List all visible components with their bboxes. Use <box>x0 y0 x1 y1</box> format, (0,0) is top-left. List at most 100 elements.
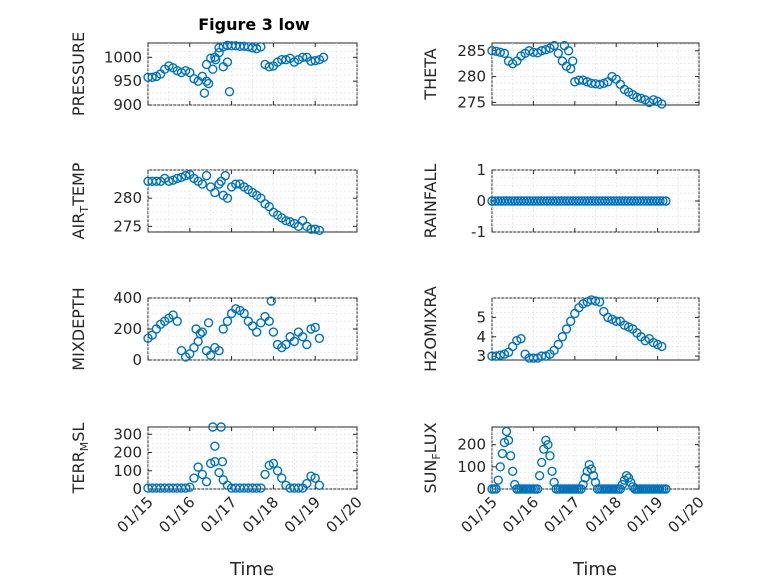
subplot-mixdepth-point <box>176 346 187 356</box>
subplot-terr-sl-ytick-label: 0 <box>132 480 142 498</box>
subplot-mixdepth-point <box>203 318 214 328</box>
subplot-mixdepth-point <box>314 333 325 343</box>
subplot-pressure-point <box>214 43 224 53</box>
subplot-terr-sl-point <box>216 422 226 432</box>
subplot-pressure-ylabel: PRESSURE <box>69 32 88 116</box>
subplot-sun-lux-point <box>617 479 628 490</box>
subplot-mixdepth-point <box>266 296 277 306</box>
subplot-sun-lux-point <box>576 484 586 494</box>
subplot-pressure-point <box>310 55 320 66</box>
figure-title: Figure 3 low <box>198 15 310 34</box>
subplot-terr-sl-point <box>210 441 220 451</box>
subplot-theta-point <box>594 79 605 90</box>
subplot-terr-sl-point <box>277 473 287 483</box>
subplot-theta-point <box>636 93 646 103</box>
subplot-sun-lux-point <box>532 484 543 494</box>
subplot-terr-sl-point <box>185 482 195 492</box>
subplot-sun-lux-point <box>503 435 514 445</box>
subplot-pressure-point <box>199 88 210 98</box>
subplot-air-temp-point <box>222 193 233 203</box>
subplot-air-temp-markers <box>143 169 325 236</box>
subplot-h2omixra-grid <box>491 297 700 360</box>
subplot-terr-sl-point <box>314 480 325 491</box>
subplot-h2omixra-point <box>590 296 601 306</box>
subplot-pressure-point <box>243 42 254 52</box>
subplot-sun-lux-point <box>623 473 634 483</box>
subplot-mixdepth-point <box>147 330 157 340</box>
subplot-sun-lux-xtick-label: 01/19 <box>623 493 666 536</box>
subplot-air-temp-ytick-label: 280 <box>113 189 142 207</box>
subplot-mixdepth-point <box>172 316 182 326</box>
subplot-sun-lux-point <box>534 471 545 481</box>
subplot-pressure-point <box>201 59 212 70</box>
subplot-mixdepth-point <box>268 327 279 337</box>
subplot-air-temp-ylabel: AIRTTEMP <box>69 162 91 239</box>
subplot-mixdepth-point <box>218 324 228 334</box>
subplot-terr-sl-ylabel: TERRMSL <box>69 423 91 495</box>
subplot-sun-lux-markers <box>487 426 671 494</box>
subplot-theta-point <box>563 46 574 56</box>
subplot-h2omixra-markers <box>487 295 667 363</box>
subplot-theta-point <box>499 48 510 59</box>
subplot-rainfall-ylabel: RAINFALL <box>421 164 440 239</box>
subplot-terr-sl-point <box>306 471 316 481</box>
subplot-sun-lux-point <box>491 484 501 494</box>
subplot-mixdepth-point <box>289 336 299 347</box>
subplot-air-temp-point <box>231 179 241 189</box>
subplot-rainfall-point <box>655 196 665 206</box>
subplot-terr-sl-point <box>264 460 274 470</box>
subplot-theta-point <box>582 77 592 87</box>
subplot-air-temp-point <box>214 179 224 189</box>
subplot-air-temp-point <box>310 224 320 234</box>
subplot-sun-lux-point <box>543 440 553 450</box>
subplot-pressure-point <box>205 53 216 63</box>
subplot-terr-sl: 0100200300TERRMSL01/1501/1601/1701/1801/… <box>69 422 366 536</box>
subplot-sun-lux-point <box>625 477 636 488</box>
subplot-h2omixra-ytick-label: 4 <box>476 328 486 346</box>
subplot-sun-lux-ytick-label: 200 <box>457 436 486 454</box>
subplot-h2omixra-ytick-label: 5 <box>476 308 486 326</box>
subplot-pressure-point <box>203 78 214 89</box>
subplot-air-temp-point <box>285 217 295 227</box>
subplot-pressure: 900 950 1000 PRESSURE <box>69 32 358 116</box>
subplot-pressure-markers <box>143 40 329 98</box>
subplot-mixdepth-point <box>189 342 199 353</box>
subplot-terr-sl-ytick-label: 200 <box>113 444 142 462</box>
subplot-theta-point <box>657 99 667 109</box>
subplot-theta-grid <box>491 43 700 105</box>
subplot-sun-lux-ylabel: SUNFLUX <box>421 422 443 493</box>
subplot-air-temp-point <box>168 175 178 185</box>
subplot-terr-sl-point <box>189 473 199 483</box>
subplot-rainfall-markers <box>487 196 671 206</box>
subplot-pressure-point <box>224 86 235 97</box>
subplot-terr-sl-point <box>293 483 304 493</box>
subplot-air-temp: 275 280 AIRTTEMP <box>69 162 358 239</box>
subplot-pressure-point <box>281 54 291 65</box>
subplot-air-temp-point <box>281 216 291 226</box>
subplot-mixdepth-point <box>222 316 233 326</box>
x-axis-label-right: Time <box>572 559 617 580</box>
subplot-terr-sl-point <box>201 477 212 487</box>
subplot-sun-lux-point <box>545 451 555 461</box>
subplot-air-temp-point <box>164 176 174 186</box>
subplot-sun-lux-point <box>590 477 601 488</box>
subplot-terr-sl-xtick-label: 01/20 <box>323 493 366 536</box>
subplot-h2omixra-point <box>495 350 505 360</box>
subplot-theta-ytick-label: 275 <box>457 93 486 111</box>
subplot-theta-point <box>495 47 505 57</box>
subplot-theta-point <box>524 46 534 56</box>
subplot-mixdepth-point <box>168 310 178 320</box>
subplot-sun-lux-ytick-label: 100 <box>457 458 486 476</box>
subplot-pressure-ytick-label: 950 <box>113 72 142 90</box>
subplot-theta-point <box>541 45 551 55</box>
subplot-air-temp-axes-box <box>147 169 358 233</box>
subplot-theta-ylabel: THETA <box>421 48 440 100</box>
subplot-sun-lux-ytick-label: 0 <box>476 480 486 498</box>
subplot-terr-sl-xtick-label: 01/18 <box>239 493 282 536</box>
x-axis-label-left: Time <box>229 559 274 580</box>
subplot-theta-ytick-label: 285 <box>457 42 486 60</box>
subplot-terr-sl-point <box>251 483 262 493</box>
subplot-theta-ytick-label: 280 <box>457 68 486 86</box>
subplot-terr-sl-point <box>302 478 312 489</box>
